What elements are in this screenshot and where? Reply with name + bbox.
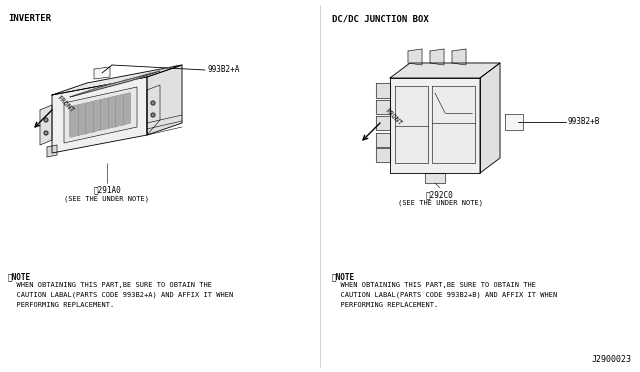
- Text: CAUTION LABAL(PARTS CODE 993B2+B) AND AFFIX IT WHEN: CAUTION LABAL(PARTS CODE 993B2+B) AND AF…: [332, 292, 557, 298]
- Polygon shape: [480, 63, 500, 173]
- Polygon shape: [40, 105, 52, 145]
- Circle shape: [151, 113, 155, 117]
- Polygon shape: [430, 49, 444, 65]
- Polygon shape: [376, 133, 390, 147]
- Polygon shape: [147, 65, 182, 135]
- Text: PERFORMING REPLACEMENT.: PERFORMING REPLACEMENT.: [332, 302, 438, 308]
- Polygon shape: [70, 93, 130, 137]
- Polygon shape: [52, 65, 182, 95]
- Text: J2900023: J2900023: [592, 355, 632, 364]
- Circle shape: [44, 118, 48, 122]
- Polygon shape: [52, 77, 147, 153]
- Polygon shape: [452, 49, 466, 65]
- Text: ※291A0: ※291A0: [93, 185, 121, 194]
- Polygon shape: [47, 145, 57, 157]
- Text: WHEN OBTAINING THIS PART,BE SURE TO OBTAIN THE: WHEN OBTAINING THIS PART,BE SURE TO OBTA…: [332, 282, 536, 288]
- Text: DC/DC JUNCTION BOX: DC/DC JUNCTION BOX: [332, 14, 429, 23]
- Polygon shape: [64, 87, 137, 143]
- Polygon shape: [390, 78, 480, 173]
- Polygon shape: [376, 100, 390, 114]
- Polygon shape: [376, 116, 390, 130]
- Text: PERFORMING REPLACEMENT.: PERFORMING REPLACEMENT.: [8, 302, 115, 308]
- Polygon shape: [505, 114, 523, 130]
- Text: ※NOTE: ※NOTE: [8, 272, 31, 281]
- Text: ※292C0: ※292C0: [426, 190, 454, 199]
- Polygon shape: [147, 85, 160, 135]
- Text: FRONT: FRONT: [56, 94, 76, 113]
- Polygon shape: [94, 67, 110, 79]
- Polygon shape: [395, 86, 428, 163]
- Polygon shape: [376, 83, 390, 98]
- Text: (SEE THE UNDER NOTE): (SEE THE UNDER NOTE): [65, 195, 150, 202]
- Text: WHEN OBTAINING THIS PART,BE SURE TO OBTAIN THE: WHEN OBTAINING THIS PART,BE SURE TO OBTA…: [8, 282, 212, 288]
- Polygon shape: [432, 86, 475, 163]
- Text: 993B2+A: 993B2+A: [207, 65, 239, 74]
- Polygon shape: [408, 49, 422, 65]
- Text: ※NOTE: ※NOTE: [332, 272, 355, 281]
- Text: (SEE THE UNDER NOTE): (SEE THE UNDER NOTE): [397, 200, 483, 206]
- Polygon shape: [390, 63, 500, 78]
- Polygon shape: [376, 148, 390, 162]
- Circle shape: [44, 131, 48, 135]
- Polygon shape: [425, 173, 445, 183]
- Text: INVERTER: INVERTER: [8, 14, 51, 23]
- Text: 993B2+B: 993B2+B: [568, 118, 600, 126]
- Circle shape: [151, 101, 155, 105]
- Text: FRONT: FRONT: [384, 107, 403, 126]
- Polygon shape: [70, 71, 160, 97]
- Text: CAUTION LABAL(PARTS CODE 993B2+A) AND AFFIX IT WHEN: CAUTION LABAL(PARTS CODE 993B2+A) AND AF…: [8, 292, 233, 298]
